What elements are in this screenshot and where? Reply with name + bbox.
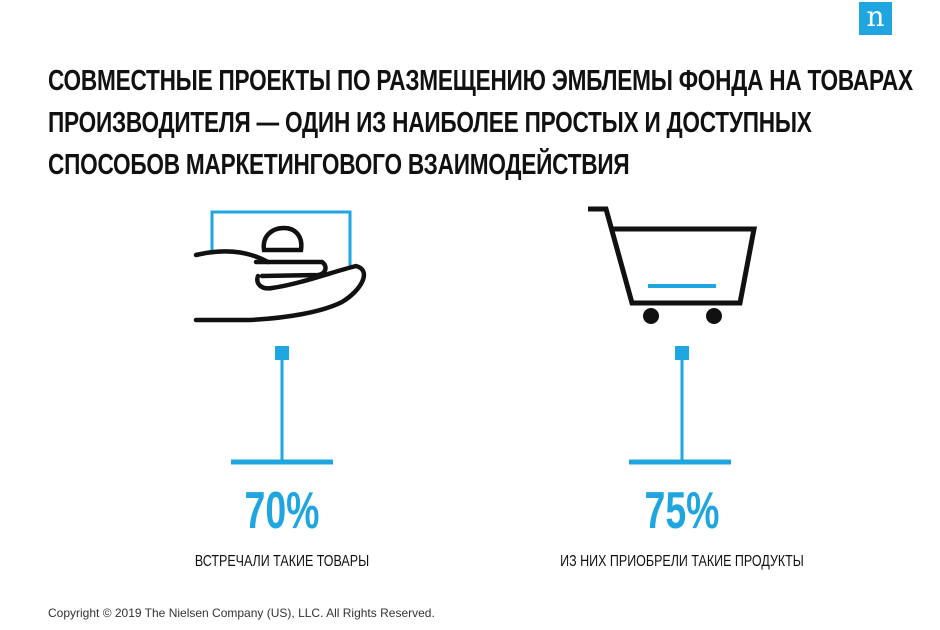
hand-coin-icon	[193, 210, 367, 323]
page-title: СОВМЕСТНЫЕ ПРОЕКТЫ ПО РАЗМЕЩЕНИЮ ЭМБЛЕМЫ…	[48, 60, 913, 186]
title-line-2: ПРОИЗВОДИТЕЛЯ — ОДИН ИЗ НАИБОЛЕЕ ПРОСТЫХ…	[48, 107, 812, 139]
stat-seen-caption: ВСТРЕЧАЛИ ТАКИЕ ТОВАРЫ	[194, 553, 370, 570]
stat-bought-value: 75%	[644, 482, 720, 540]
connector-left	[231, 346, 333, 465]
stat-bought-caption: ИЗ НИХ ПРИОБРЕЛИ ТАКИЕ ПРОДУКТЫ	[560, 553, 804, 570]
title-line-3: СПОСОБОВ МАРКЕТИНГОВОГО ВЗАИМОДЕЙСТВИЯ	[48, 149, 630, 181]
nielsen-logo: n	[859, 2, 892, 35]
connector-right	[629, 346, 731, 465]
stat-seen-value: 70%	[244, 482, 320, 540]
copyright-footer: Copyright © 2019 The Nielsen Company (US…	[48, 606, 435, 620]
shopping-cart-icon	[588, 206, 758, 324]
